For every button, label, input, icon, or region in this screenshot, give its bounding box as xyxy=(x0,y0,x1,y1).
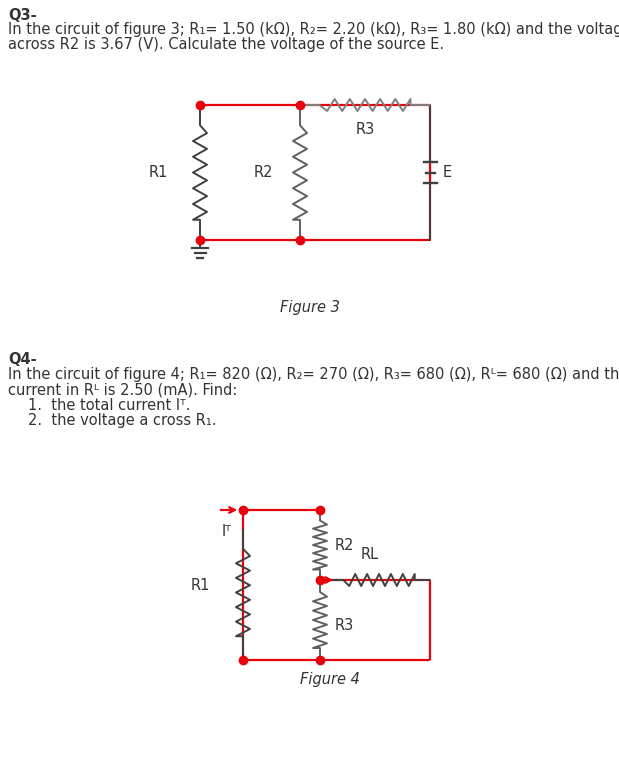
Text: R2: R2 xyxy=(335,538,355,552)
Text: R2: R2 xyxy=(254,165,273,180)
Text: R1: R1 xyxy=(191,577,210,593)
Text: In the circuit of figure 4; R₁= 820 (Ω), R₂= 270 (Ω), R₃= 680 (Ω), Rᴸ= 680 (Ω) a: In the circuit of figure 4; R₁= 820 (Ω),… xyxy=(8,367,619,382)
Text: Figure 4: Figure 4 xyxy=(300,672,360,687)
Text: Figure 3: Figure 3 xyxy=(280,300,340,315)
Text: R1: R1 xyxy=(149,165,168,180)
Text: 2.  the voltage a cross R₁.: 2. the voltage a cross R₁. xyxy=(28,413,217,428)
Text: RL: RL xyxy=(361,547,379,562)
Text: R3: R3 xyxy=(355,122,374,137)
Text: Q4-: Q4- xyxy=(8,352,37,367)
Text: Q3-: Q3- xyxy=(8,8,37,23)
Text: current in Rᴸ is 2.50 (mA). Find:: current in Rᴸ is 2.50 (mA). Find: xyxy=(8,382,237,397)
Text: 1.  the total current Iᵀ.: 1. the total current Iᵀ. xyxy=(28,398,191,413)
Text: R3: R3 xyxy=(335,618,354,633)
Text: In the circuit of figure 3; R₁= 1.50 (kΩ), R₂= 2.20 (kΩ), R₃= 1.80 (kΩ) and the : In the circuit of figure 3; R₁= 1.50 (kΩ… xyxy=(8,22,619,37)
Text: across R2 is 3.67 (V). Calculate the voltage of the source E.: across R2 is 3.67 (V). Calculate the vol… xyxy=(8,37,444,52)
Text: E: E xyxy=(443,164,452,180)
Text: Iᵀ: Iᵀ xyxy=(222,524,232,539)
